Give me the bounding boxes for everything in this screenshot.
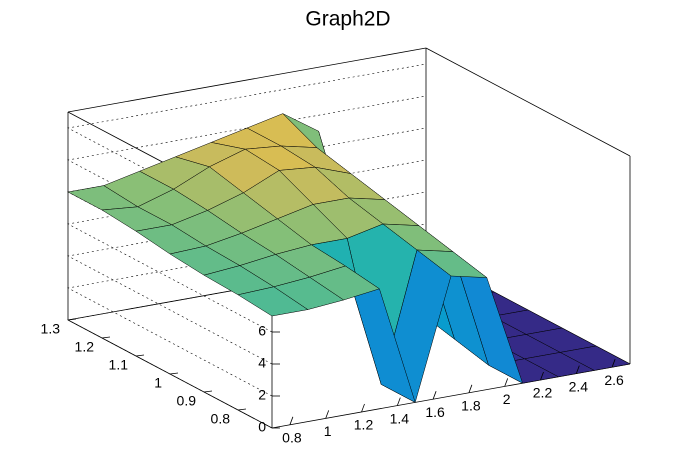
chart-title: Graph2D xyxy=(305,8,390,31)
grid-line xyxy=(67,223,427,397)
x-tick-label: 0.8 xyxy=(282,430,302,446)
surface-cell xyxy=(237,286,309,317)
x-tick xyxy=(611,359,616,368)
x-tick xyxy=(289,416,294,425)
y-tick-label: 1 xyxy=(154,375,162,391)
y-tick-label: 0.8 xyxy=(211,411,231,427)
x-tick-label: 2.2 xyxy=(533,385,553,401)
y-tick xyxy=(135,354,145,357)
z-tick-label: 4 xyxy=(258,355,266,371)
x-tick xyxy=(575,365,580,374)
z-tick-label: 6 xyxy=(258,323,266,339)
x-tick xyxy=(432,391,437,400)
y-tick xyxy=(101,336,111,339)
x-tick xyxy=(540,371,544,381)
y-tick-label: 1.1 xyxy=(109,357,129,373)
x-tick-label: 2.4 xyxy=(569,378,589,394)
x-tick-label: 1.4 xyxy=(390,410,410,426)
y-tick-label: 0.9 xyxy=(177,393,197,409)
box-edge xyxy=(67,47,427,113)
y-tick-label: 1.2 xyxy=(75,339,95,355)
grid-line xyxy=(67,191,427,365)
x-tick xyxy=(504,378,509,387)
x-tick-label: 1 xyxy=(324,423,332,439)
x-tick-label: 2.6 xyxy=(604,372,624,388)
y-tick xyxy=(169,372,179,375)
y-tick-label: 1.3 xyxy=(41,321,61,337)
x-tick xyxy=(325,410,330,419)
grid-line xyxy=(67,159,427,333)
y-tick xyxy=(67,318,77,321)
box-edge xyxy=(425,47,631,157)
z-tick-label: 2 xyxy=(258,387,266,403)
x-tick xyxy=(361,403,365,413)
x-tick-label: 1.6 xyxy=(425,404,445,420)
y-tick xyxy=(203,390,213,393)
z-tick-label: 0 xyxy=(258,419,266,435)
x-tick xyxy=(468,384,473,393)
y-tick xyxy=(237,408,247,411)
x-tick-label: 1.2 xyxy=(354,417,374,433)
x-tick-label: 2 xyxy=(503,391,511,407)
x-tick-label: 1.8 xyxy=(461,398,481,414)
x-tick xyxy=(396,397,401,406)
